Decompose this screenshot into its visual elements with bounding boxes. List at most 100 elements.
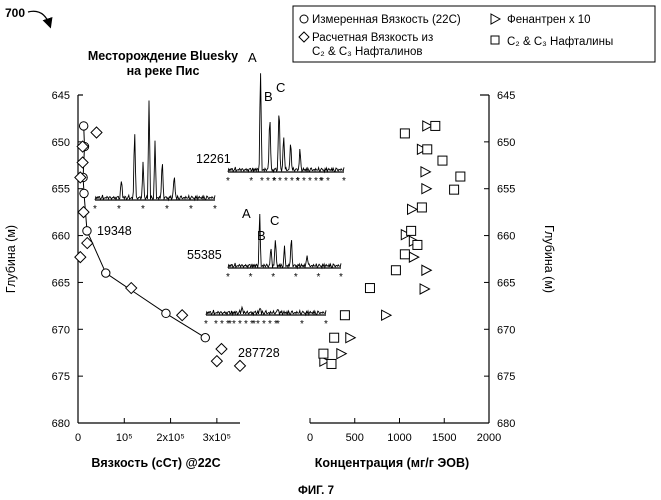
viscosity-circle-point <box>82 226 92 236</box>
chrom-55385-marker: * <box>316 272 320 283</box>
concentration-square-point <box>412 239 423 250</box>
viscosity-circle-point <box>78 121 89 131</box>
concentration-square-point <box>318 348 329 359</box>
viscosity-diamond-point <box>125 281 138 295</box>
left-x-axis-title: Вязкость (сСт) @22С <box>91 456 220 470</box>
viscosity-diamond-point <box>215 342 228 356</box>
ref-arrow <box>27 10 53 29</box>
left-y-tick-label: 655 <box>52 184 70 196</box>
left-x-tick-label: 3x10⁵ <box>203 432 231 444</box>
right-y-tick-label: 655 <box>497 184 515 196</box>
chrom-287728-retention-marker: * <box>226 319 230 330</box>
concentration-triangle-point <box>421 182 433 195</box>
right-y-tick-label: 670 <box>497 324 515 336</box>
right-x-axis-title: Концентрация (мг/г ЭОВ) <box>315 456 469 470</box>
concentration-triangle-point <box>381 309 393 322</box>
chrom-287728-retention-marker: * <box>250 319 254 330</box>
viscosity-circle-point <box>101 268 111 278</box>
concentration-triangle-point <box>400 228 412 241</box>
chrom-287728-marker: * <box>276 319 280 330</box>
chart-title-line2: на реке Пис <box>127 64 200 78</box>
viscosity-diamond-point <box>76 156 89 169</box>
axis-ticks: 645 645 650 650 655 655 660 660 665 665 670 670 675 6… <box>52 90 516 444</box>
chrom-287728-retention-marker: * <box>220 319 224 330</box>
viscosity-diamond-point <box>233 359 247 373</box>
concentration-square-point <box>406 225 417 236</box>
chrom-12261-marker: * <box>272 176 276 187</box>
concentration-square-point <box>399 128 410 139</box>
chrom-287728-marker: * <box>228 319 232 330</box>
chrom-55385-marker: * <box>339 272 343 283</box>
left-x-tick-label: 10⁵ <box>116 432 133 444</box>
peak-label-b-2: B <box>257 228 266 243</box>
sample-id-12261: 12261 <box>196 152 231 166</box>
left-y-tick-label: 665 <box>52 277 70 289</box>
data-points <box>74 120 466 373</box>
concentration-square-point <box>364 283 375 294</box>
chart-title-line1: Месторождение Bluesky <box>88 49 238 63</box>
right-y-tick-label: 660 <box>497 231 515 243</box>
viscosity-diamond-point <box>210 354 224 368</box>
concentration-square-point <box>399 249 410 260</box>
concentration-triangle-point <box>421 264 433 277</box>
left-x-tick-label: 0 <box>75 432 81 444</box>
legend-circle-icon <box>299 14 309 24</box>
left-y-axis-title: Глубина (м) <box>4 225 18 293</box>
chrom-12261-retention-marker: * <box>302 176 306 187</box>
peak-label-c-1: C <box>276 80 285 95</box>
left-y-tick-label: 645 <box>52 90 70 102</box>
chrom-287728-marker: * <box>252 319 256 330</box>
chrom-12261-retention-marker: * <box>272 176 276 187</box>
legend-diamond-icon <box>298 31 310 43</box>
figure-ref-number: 700 <box>5 6 25 20</box>
right-y-tick-label: 645 <box>497 90 515 102</box>
right-y-tick-label: 680 <box>497 418 515 430</box>
viscosity-circle-point <box>161 308 171 319</box>
chrom-55385-marker: * <box>226 272 230 283</box>
left-y-tick-label: 670 <box>52 324 70 336</box>
viscosity-diamond-point <box>74 250 87 264</box>
chrom-55385-marker: * <box>249 272 253 283</box>
chrom-287728-retention-marker: * <box>274 319 278 330</box>
peak-label-c-2: C <box>270 213 279 228</box>
peak-label-a-1: A <box>248 50 257 65</box>
chrom-12261-retention-marker: * <box>284 176 288 187</box>
left-x-tick-label: 2x10⁵ <box>156 432 184 444</box>
chrom-12261-retention-marker: * <box>266 176 270 187</box>
viscosity-circle-point <box>79 188 89 199</box>
right-x-tick-label: 1500 <box>432 432 456 444</box>
viscosity-diamond-point <box>74 171 87 184</box>
chrom-12261-retention-marker: * <box>278 176 282 187</box>
chrom-287728-retention-marker: * <box>214 319 218 330</box>
concentration-square-point <box>449 184 460 195</box>
chrom-55385-marker: * <box>271 272 275 283</box>
viscosity-diamond-point <box>81 236 94 250</box>
chrom-12261-marker: * <box>342 176 346 187</box>
chrom-12261-retention-marker: * <box>314 176 318 187</box>
chrom-12261-retention-marker: * <box>326 176 330 187</box>
concentration-triangle-point <box>345 331 357 344</box>
chrom-287728-retention-marker: * <box>232 319 236 330</box>
right-y-axis-title: Глубина (м) <box>542 225 556 293</box>
chrom-12261-marker: * <box>249 176 253 187</box>
chrom-19348-marker: * <box>93 204 97 215</box>
chrom-287728-retention-marker: * <box>238 319 242 330</box>
right-y-tick-label: 650 <box>497 137 515 149</box>
chrom-12261-retention-marker: * <box>320 176 324 187</box>
chrom-19348-marker: * <box>165 204 169 215</box>
chrom-19348-marker: * <box>189 204 193 215</box>
chrom-19348-marker: * <box>117 204 121 215</box>
chrom-287728-marker: * <box>324 319 328 330</box>
chrom-12261-retention-marker: * <box>290 176 294 187</box>
concentration-triangle-point <box>419 283 431 295</box>
legend-naphthalenes-label: С₂ & С₃ Нафталины <box>507 36 613 48</box>
concentration-square-point <box>422 144 433 155</box>
legend-triangle-icon <box>490 13 502 25</box>
concentration-triangle-point <box>422 120 434 132</box>
viscosity-diamond-point <box>76 140 89 153</box>
chrom-287728-retention-marker: * <box>244 319 248 330</box>
legend-measured-label: Измеренная Вязкость (22С) <box>312 14 461 26</box>
chrom-19348-marker: * <box>141 204 145 215</box>
right-y-tick-label: 675 <box>497 371 515 383</box>
